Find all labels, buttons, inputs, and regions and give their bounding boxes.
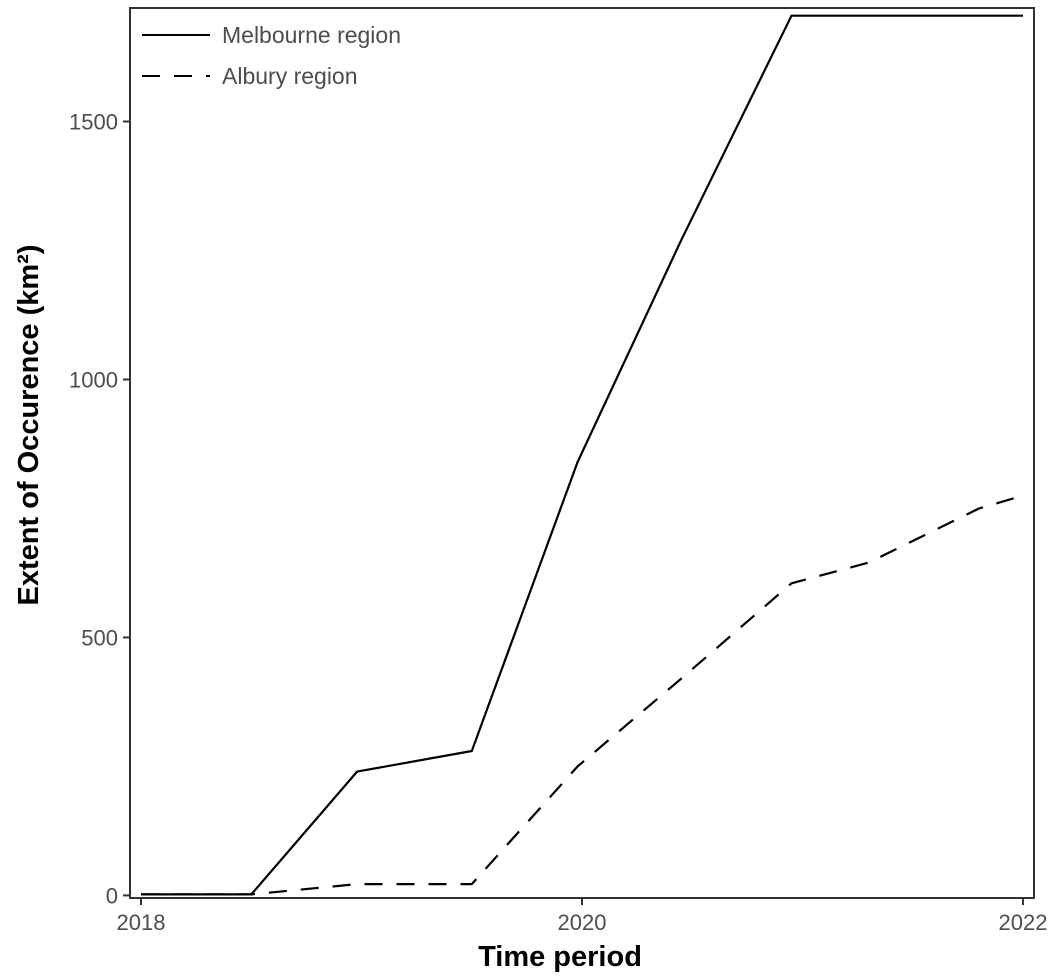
- x-tick-label: 2022: [998, 910, 1047, 935]
- y-axis-title: Extent of Occurence (km²): [13, 245, 45, 606]
- y-tick-label: 1500: [69, 110, 118, 135]
- x-tick-label: 2020: [558, 910, 607, 935]
- y-tick-label: 1000: [69, 367, 118, 392]
- series-line-albury-region: [141, 494, 1024, 896]
- series-line-melbourne-region: [141, 14, 1023, 896]
- y-axis: 0 500 1000 1500: [69, 110, 130, 908]
- x-axis: 2018 2020 2022: [117, 898, 1047, 935]
- legend-label-albury: Albury region: [222, 63, 358, 89]
- x-axis-title: Time period: [478, 941, 642, 973]
- x-tick-label: 2018: [117, 910, 166, 935]
- y-tick-label: 500: [81, 625, 118, 650]
- y-tick-label: 0: [106, 883, 118, 908]
- legend: Melbourne region Albury region: [142, 22, 401, 89]
- legend-label-melbourne: Melbourne region: [222, 22, 401, 48]
- series-layer: [141, 14, 1024, 896]
